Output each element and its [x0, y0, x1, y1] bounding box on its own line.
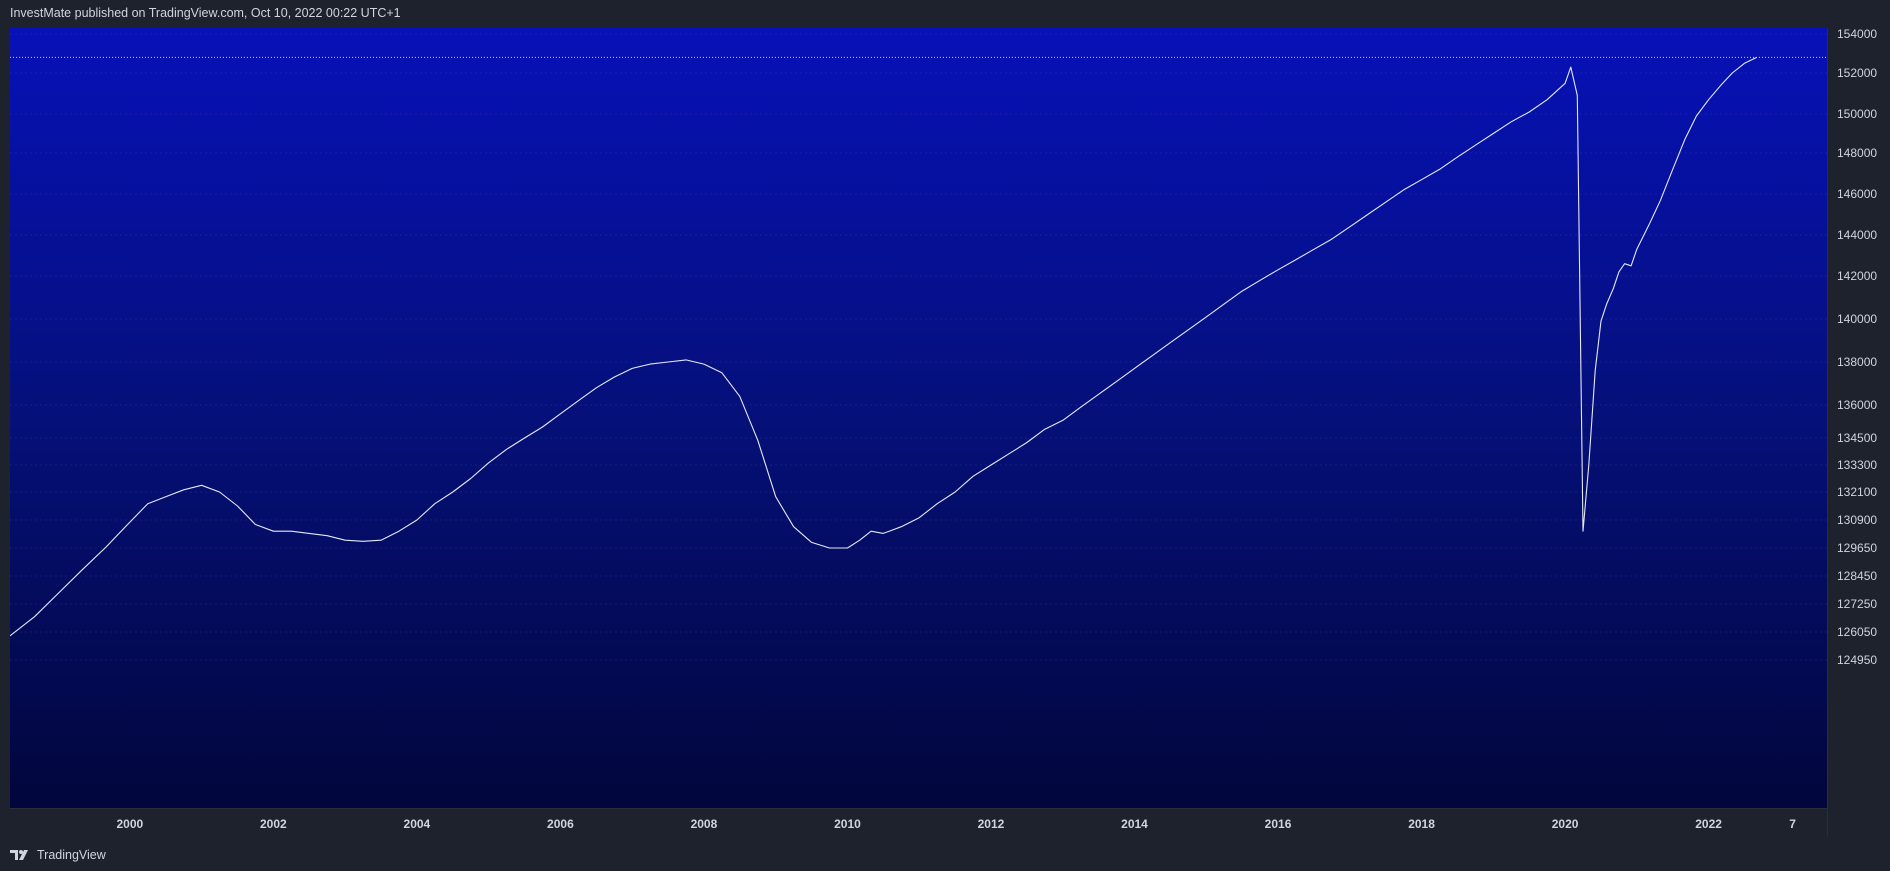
x-tick-label: 2004 — [404, 817, 431, 831]
x-tick-label: 2010 — [834, 817, 861, 831]
axis-corner — [1827, 808, 1828, 837]
x-tick-label: 2022 — [1695, 817, 1722, 831]
time-axis-labels: 2000 2002 2004 2006 2008 2010 2012 2014 2016 2018… — [116, 817, 1796, 831]
y-tick-label: 142000 — [1837, 269, 1877, 283]
y-tick-label: 132100 — [1837, 485, 1877, 499]
price-chart[interactable] — [10, 28, 1827, 808]
price-axis[interactable]: 154000 152000 150000 148000 146000 144000 1420… — [1827, 27, 1890, 808]
publisher-header: InvestMate published on TradingView.com,… — [10, 6, 401, 20]
x-tick-label: 2012 — [978, 817, 1005, 831]
y-tick-label: 126050 — [1837, 625, 1877, 639]
footer-brand[interactable]: TradingView — [37, 848, 106, 862]
footer: TradingView — [10, 846, 106, 864]
y-tick-label: 134500 — [1837, 431, 1877, 445]
x-tick-label: 7 — [1789, 817, 1796, 831]
time-axis[interactable]: 2000 2002 2004 2006 2008 2010 2012 2014 2016 2018… — [10, 808, 1827, 838]
y-tick-label: 146000 — [1837, 187, 1877, 201]
x-tick-label: 2018 — [1408, 817, 1435, 831]
y-tick-label: 148000 — [1837, 146, 1877, 160]
y-tick-label: 129650 — [1837, 541, 1877, 555]
y-tick-label: 130900 — [1837, 513, 1877, 527]
y-tick-label: 133300 — [1837, 458, 1877, 472]
series-line — [10, 56, 1757, 637]
y-tick-label: 154000 — [1837, 28, 1877, 41]
grid-lines — [10, 33, 1827, 661]
x-tick-label: 2008 — [691, 817, 718, 831]
y-tick-label: 128450 — [1837, 569, 1877, 583]
x-tick-label: 2020 — [1552, 817, 1579, 831]
x-tick-label: 2002 — [260, 817, 287, 831]
y-tick-label: 144000 — [1837, 228, 1877, 242]
plot-area[interactable] — [10, 28, 1827, 808]
y-tick-label: 150000 — [1837, 107, 1877, 121]
x-tick-label: 2000 — [116, 817, 143, 831]
x-tick-label: 2014 — [1121, 817, 1148, 831]
y-tick-label: 140000 — [1837, 312, 1877, 326]
y-tick-label: 127250 — [1837, 597, 1877, 611]
price-axis-labels: 154000 152000 150000 148000 146000 144000 1420… — [1837, 27, 1877, 667]
x-tick-label: 2016 — [1265, 817, 1292, 831]
y-tick-label: 138000 — [1837, 355, 1877, 369]
y-tick-label: 152000 — [1837, 66, 1877, 80]
tradingview-logo-icon — [10, 850, 28, 860]
x-tick-label: 2006 — [547, 817, 574, 831]
y-tick-label: 136000 — [1837, 398, 1877, 412]
y-tick-label: 124950 — [1837, 653, 1877, 667]
